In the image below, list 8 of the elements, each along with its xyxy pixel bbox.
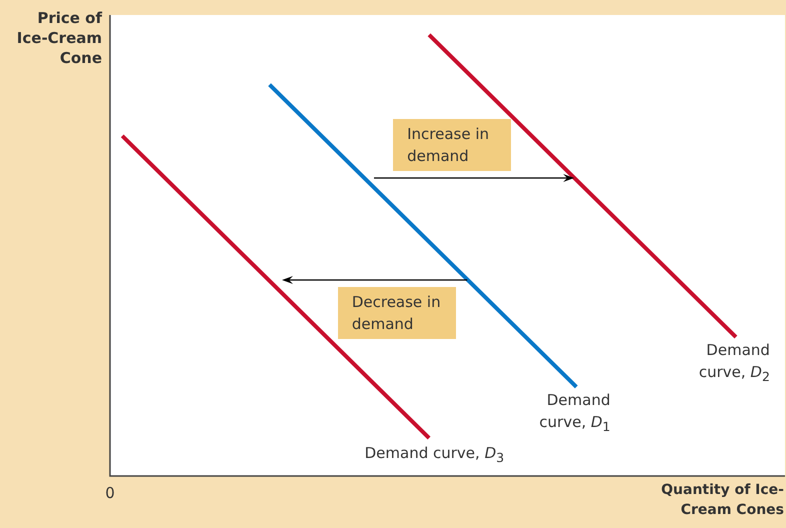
annotation: Increase in demand: [393, 118, 512, 171]
series-label: Demand curve, D$_{3}$: [364, 443, 504, 468]
x-axis-title: Quantity of Ice-Cream Cones: [660, 481, 784, 520]
series-label: Demand curve, D$_{2}$: [698, 340, 770, 386]
annotation: Decrease in demand: [338, 286, 456, 339]
series-label: Demand curve, D$_{1}$: [538, 390, 610, 436]
text: 0: [105, 484, 115, 502]
y-axis-title: Price of Ice-Cream Cone: [16, 8, 102, 68]
